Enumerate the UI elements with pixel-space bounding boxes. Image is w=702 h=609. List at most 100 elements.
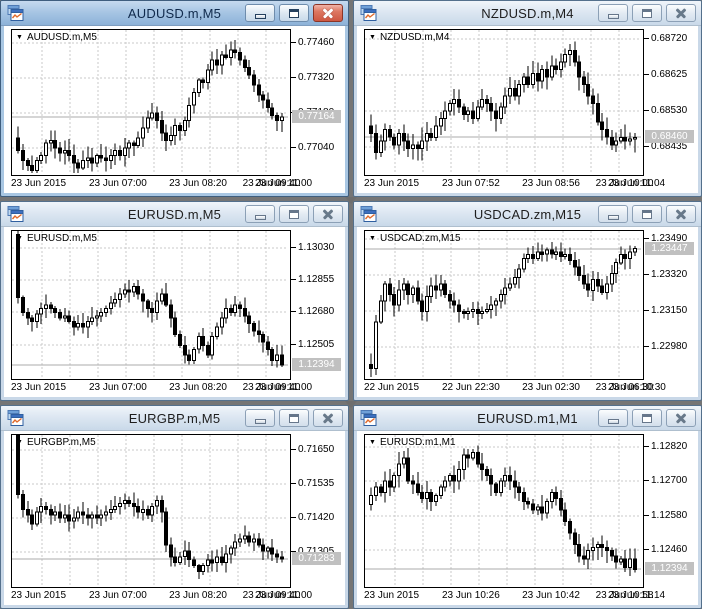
minimize-button[interactable]: [245, 409, 275, 427]
chart-plot-area[interactable]: ▼ NZDUSD.m,M4: [364, 29, 644, 176]
window-titlebar[interactable]: AUDUSD.m,M5: [1, 1, 348, 26]
time-tick-label: 23 Jun 11:14: [608, 590, 666, 601]
close-icon: [322, 412, 334, 424]
close-icon: [322, 7, 334, 19]
time-tick-label: 23 Jun 08:56: [522, 178, 580, 189]
minimize-button[interactable]: [598, 205, 628, 223]
price-tick-label: 0.68720: [644, 32, 687, 45]
window-title: NZDUSD.m,M4: [481, 5, 574, 21]
price-tick-label: 0.68435: [644, 140, 687, 153]
restore-button[interactable]: [632, 205, 662, 223]
chart-legend-label: EURUSD.m,M5: [26, 233, 97, 244]
chart-legend: ▼ EURGBP.m,M5: [16, 437, 96, 448]
chart-window-icon: [7, 5, 24, 21]
price-axis: 1.13030 1.12855 1.12680 1.12505 1.12394: [291, 230, 345, 380]
close-button[interactable]: [666, 4, 696, 22]
price-tick-label: 0.71420: [291, 511, 334, 524]
chart-plot-area[interactable]: ▼ AUDUSD.m,M5: [11, 29, 291, 176]
time-tick-label: 23 Jun 11:00: [255, 178, 313, 189]
time-tick-label: 23 Jun 2015: [11, 382, 67, 393]
time-tick-label: 23 Jun 10:58: [595, 590, 654, 601]
window-titlebar[interactable]: USDCAD.zm,M15: [354, 202, 701, 227]
chart-plot-area[interactable]: ▼ USDCAD.zm,M15: [364, 230, 644, 380]
minimize-button[interactable]: [245, 205, 275, 223]
chart-plot-area[interactable]: ▼ EURGBP.m,M5: [11, 434, 291, 588]
legend-dropdown-icon: ▼: [369, 34, 376, 41]
time-tick-label: 23 Jun 11:04: [608, 178, 666, 189]
window-titlebar[interactable]: EURUSD.m,M5: [1, 202, 348, 227]
window-titlebar[interactable]: EURGBP.m,M5: [1, 406, 348, 431]
candlestick-chart: [365, 435, 641, 585]
minimize-button[interactable]: [598, 409, 628, 427]
minimize-icon: [254, 418, 266, 424]
chart-window-icon: [7, 206, 24, 222]
candlestick-chart: [365, 231, 641, 377]
restore-button[interactable]: [279, 409, 309, 427]
window-content: ▼ USDCAD.zm,M15 1.23490 1.23320 1.23150 1.22…: [357, 227, 698, 397]
time-tick-label: 23 Jun 07:00: [88, 382, 147, 393]
window-content: ▼ EURUSD.m1,M1 1.12820 1.12700 1.12580 1.124…: [357, 431, 698, 605]
time-tick-label: 23 Jun 2015: [11, 590, 67, 601]
current-price-box: 1.12394: [292, 358, 341, 371]
current-price-box: 0.71283: [292, 552, 341, 565]
time-tick-label: 23 Jun 11:00: [255, 590, 313, 601]
window-titlebar[interactable]: EURUSD.m1,M1: [354, 406, 701, 431]
close-button[interactable]: [666, 205, 696, 223]
price-tick-label: 1.12855: [291, 273, 334, 286]
candlestick-chart: [12, 30, 288, 173]
minimize-button[interactable]: [245, 4, 275, 22]
chart-window-audusd-m-m5[interactable]: AUDUSD.m,M5 ▼ AUDUSD.m,M5 0.77460 0.77320 0…: [0, 0, 349, 197]
minimize-button[interactable]: [598, 4, 628, 22]
window-titlebar[interactable]: NZDUSD.m,M4: [354, 1, 701, 26]
window-content: ▼ NZDUSD.m,M4 0.68720 0.68625 0.68530 0.6843…: [357, 26, 698, 193]
restore-icon: [289, 413, 299, 423]
chart-window-icon: [7, 410, 24, 426]
time-tick-label: 23 Jun 07:00: [88, 178, 147, 189]
chart-legend: ▼ USDCAD.zm,M15: [369, 233, 461, 244]
current-price-box: 0.77164: [292, 110, 341, 123]
window-title: AUDUSD.m,M5: [127, 5, 222, 21]
chart-window-eurusd-m-m5[interactable]: EURUSD.m,M5 ▼ EURUSD.m,M5 1.13030 1.12855 1…: [0, 201, 349, 401]
window-title: EURUSD.m1,M1: [477, 410, 578, 426]
close-button[interactable]: [666, 409, 696, 427]
legend-dropdown-icon: ▼: [369, 235, 376, 242]
close-button[interactable]: [313, 409, 343, 427]
close-button[interactable]: [313, 205, 343, 223]
time-tick-label: 23 Jun 08:20: [169, 590, 227, 601]
restore-button[interactable]: [279, 4, 309, 22]
chart-window-eurusd-m1-m1[interactable]: EURUSD.m1,M1 ▼ EURUSD.m1,M1 1.12820 1.1270…: [353, 405, 702, 609]
restore-button[interactable]: [279, 205, 309, 223]
time-tick-label: 23 Jun 07:00: [88, 590, 147, 601]
chart-window-usdcad-zm-m15[interactable]: USDCAD.zm,M15 ▼ USDCAD.zm,M15 1.23490 1.23…: [353, 201, 702, 401]
chart-legend-label: EURUSD.m1,M1: [379, 437, 456, 448]
restore-button[interactable]: [632, 409, 662, 427]
chart-plot-area[interactable]: ▼ EURUSD.m1,M1: [364, 434, 644, 588]
price-tick-label: 0.71650: [291, 443, 334, 456]
minimize-icon: [607, 13, 619, 19]
legend-dropdown-icon: ▼: [16, 34, 23, 41]
chart-window-icon: [360, 410, 377, 426]
splitter-handle[interactable]: [345, 401, 357, 408]
restore-button[interactable]: [632, 4, 662, 22]
time-tick-label: 22 Jun 2015: [364, 382, 420, 393]
time-axis: 22 Jun 2015 22 Jun 22:30 23 Jun 02:30 23 Ju…: [364, 380, 698, 395]
close-icon: [322, 208, 334, 220]
price-tick-label: 1.12820: [644, 440, 687, 453]
time-axis: 23 Jun 2015 23 Jun 07:52 23 Jun 08:56 23 Ju…: [364, 176, 698, 191]
chart-plot-area[interactable]: ▼ EURUSD.m,M5: [11, 230, 291, 380]
price-tick-label: 1.23320: [644, 268, 687, 281]
chart-window-nzdusd-m-m4[interactable]: NZDUSD.m,M4 ▼ NZDUSD.m,M4 0.68720 0.68625 0…: [353, 0, 702, 197]
price-axis: 0.68720 0.68625 0.68530 0.68435 0.68460: [644, 29, 698, 176]
price-tick-label: 1.12505: [291, 338, 334, 351]
splitter-handle[interactable]: [345, 197, 357, 204]
chart-legend-label: EURGBP.m,M5: [26, 437, 96, 448]
price-tick-label: 1.23150: [644, 304, 687, 317]
legend-dropdown-icon: ▼: [16, 235, 23, 242]
time-tick-label: 23 Jun 02:30: [522, 382, 580, 393]
chart-window-eurgbp-m-m5[interactable]: EURGBP.m,M5 ▼ EURGBP.m,M5 0.71650 0.71535 0…: [0, 405, 349, 609]
chart-window-icon: [360, 5, 377, 21]
candlestick-chart: [12, 435, 288, 585]
chart-legend-label: AUDUSD.m,M5: [26, 32, 97, 43]
close-button[interactable]: [313, 4, 343, 22]
time-axis: 23 Jun 2015 23 Jun 07:00 23 Jun 08:20 23 Ju…: [11, 588, 345, 603]
